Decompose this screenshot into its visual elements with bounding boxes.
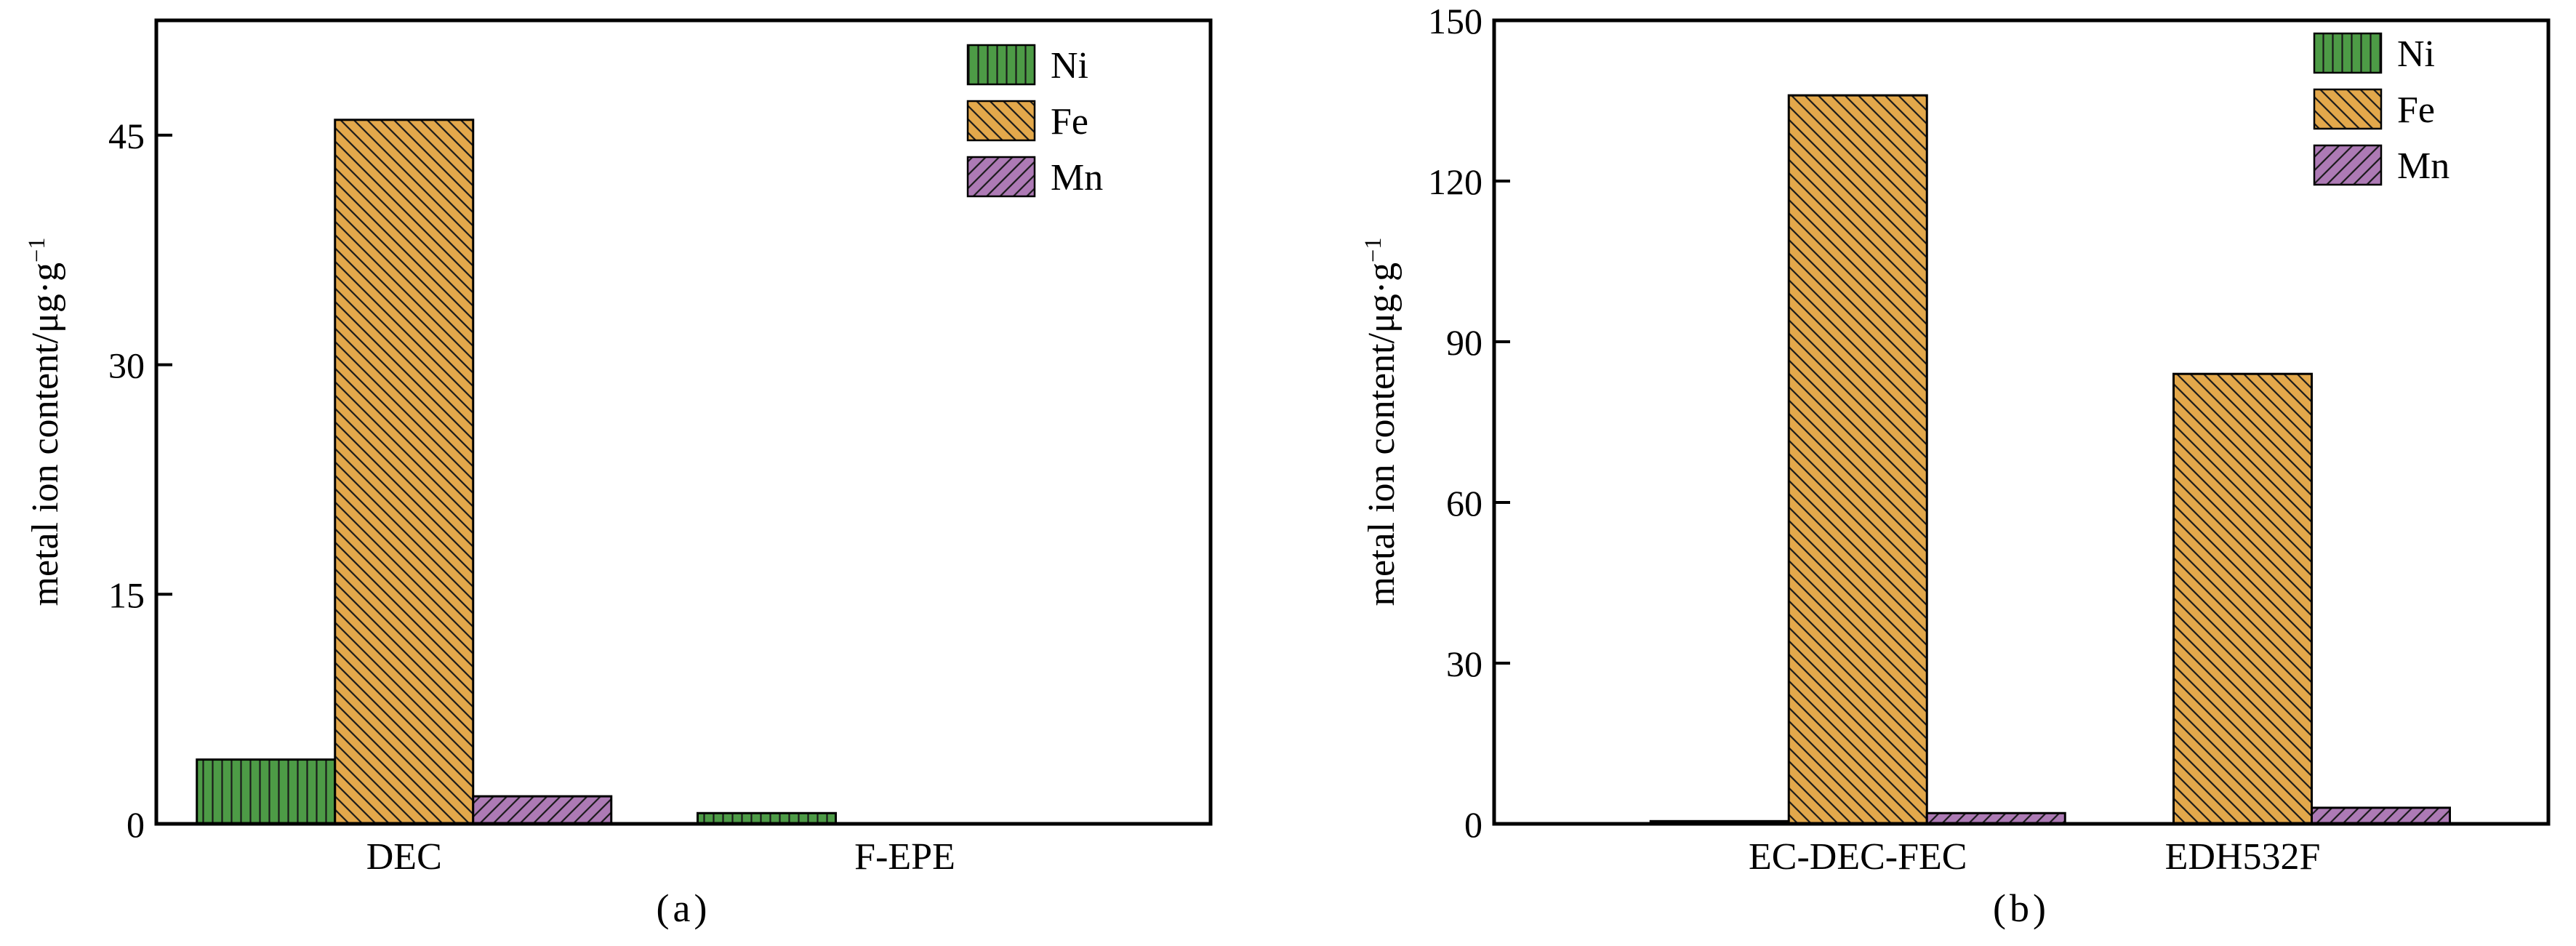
subfigure-caption-b: (b) <box>1993 886 2050 930</box>
y-axis-label-superscript: −1 <box>1359 237 1386 262</box>
bar-mn-edh532f <box>2311 806 2451 825</box>
legend-label-ni: Ni <box>2397 33 2435 75</box>
y-tick-label: 15 <box>108 574 145 615</box>
x-tick-label: DEC <box>366 836 442 878</box>
y-tick-label: 30 <box>108 345 145 386</box>
legend-label-mn: Mn <box>1051 157 1103 199</box>
y-tick-label: 120 <box>1428 161 1482 202</box>
chart-panel-a: DEC F-EPE 0 15 30 45 Ni Fe Mn metal ion content/… <box>23 18 1213 930</box>
bar-fe-ec-dec-fec <box>1787 94 1928 825</box>
chart-panel-b: EC-DEC-FEC EDH532F 0 30 60 90 120 150 Ni Fe Mn met… <box>1288 0 2576 946</box>
legend-swatch-mn <box>966 156 1036 198</box>
bar-chart-a: DEC F-EPE 0 15 30 45 Ni Fe Mn <box>108 18 1213 878</box>
y-axis-label-superscript: −1 <box>23 237 49 262</box>
legend-swatch-fe <box>966 100 1036 142</box>
y-tick-label: 90 <box>1446 322 1482 363</box>
x-tick-label: EDH532F <box>2165 836 2321 878</box>
y-tick-label: 150 <box>1428 1 1482 41</box>
legend-swatch-ni <box>966 44 1036 86</box>
y-axis-label-a: metal ion content/μg·g−1 <box>23 238 67 606</box>
subfigure-caption-a: (a) <box>656 886 711 930</box>
legend-swatch-ni <box>2313 32 2383 74</box>
x-tick-label: F-EPE <box>854 836 955 878</box>
legend-label-ni: Ni <box>1051 45 1088 87</box>
bar-chart-b: EC-DEC-FEC EDH532F 0 30 60 90 120 150 Ni Fe Mn <box>1428 1 2551 878</box>
bar-fe-edh532f <box>2172 372 2313 825</box>
legend-label-mn: Mn <box>2397 145 2449 187</box>
y-tick-label: 45 <box>108 116 145 156</box>
bar-mn-dec <box>472 795 613 825</box>
y-tick-label: 0 <box>1464 804 1482 845</box>
y-axis-label-text: metal ion content/μg·g <box>1361 262 1403 606</box>
plot-border <box>154 18 1213 826</box>
legend-label-fe: Fe <box>2397 89 2435 131</box>
y-tick-label: 0 <box>127 804 145 845</box>
bar-fe-dec <box>334 119 475 825</box>
bar-ni-dec <box>196 758 337 825</box>
plot-border <box>1492 18 2551 826</box>
y-axis-label-b: metal ion content/μg·g−1 <box>1360 238 1403 606</box>
y-tick-label: 60 <box>1446 483 1482 524</box>
legend-swatch-fe <box>2313 88 2383 130</box>
legend-swatch-mn <box>2313 144 2383 186</box>
x-tick-label: EC-DEC-FEC <box>1749 836 1967 878</box>
y-axis-label-text: metal ion content/μg·g <box>25 262 67 606</box>
legend-label-fe: Fe <box>1051 101 1088 143</box>
y-tick-label: 30 <box>1446 644 1482 684</box>
